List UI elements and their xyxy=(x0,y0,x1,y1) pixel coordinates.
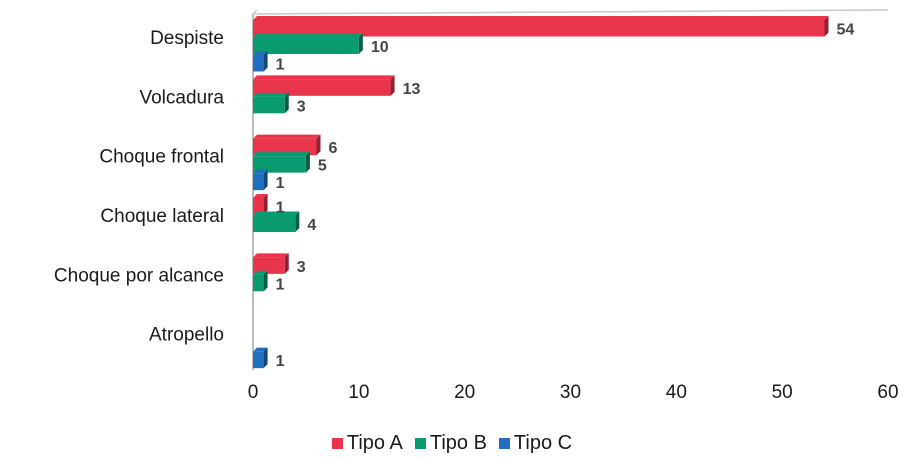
bar-side-choque-lateral-1 xyxy=(295,211,300,232)
category-label-atropello: Atropello xyxy=(149,325,224,346)
bar-side-choque-frontal-1 xyxy=(305,152,310,173)
data-label-despiste-1: 10 xyxy=(371,39,389,56)
x-tick-label-10: 10 xyxy=(348,382,369,403)
bar-side-volcadura-1 xyxy=(284,92,289,114)
bar-top-choque-por-alcance-0 xyxy=(253,253,289,258)
bar-top-choque-lateral-1 xyxy=(253,211,300,216)
category-label-choque-frontal: Choque frontal xyxy=(99,147,224,168)
x-tick-label-50: 50 xyxy=(772,382,793,403)
legend-swatch-tipo-b xyxy=(414,438,426,449)
bar-side-despiste-1 xyxy=(358,33,363,54)
category-label-volcadura: Volcadura xyxy=(139,87,224,108)
category-label-choque-lateral: Choque lateral xyxy=(100,206,224,227)
data-label-choque-lateral-1: 4 xyxy=(307,217,316,234)
legend-item-tipo-a: Tipo A xyxy=(331,432,403,455)
bar-choque-por-alcance-0 xyxy=(253,257,285,274)
data-label-volcadura-0: 13 xyxy=(403,81,421,98)
bar-volcadura-0 xyxy=(253,79,391,96)
bar-choque-lateral-1 xyxy=(253,215,296,232)
bar-despiste-1 xyxy=(253,37,359,54)
bar-side-choque-por-alcance-0 xyxy=(284,253,289,274)
bar-despiste-0 xyxy=(253,20,825,37)
bar-top-volcadura-1 xyxy=(253,92,289,97)
bar-top-choque-frontal-2 xyxy=(253,169,268,174)
legend-label-tipo-a: Tipo A xyxy=(346,432,403,454)
plot-top-edge xyxy=(252,9,889,15)
bar-choque-frontal-0 xyxy=(253,138,317,156)
bar-despiste-2 xyxy=(253,55,264,72)
category-label-choque-por-alcance: Choque por alcance xyxy=(54,265,224,286)
bar-side-volcadura-0 xyxy=(390,75,395,96)
bar-choque-frontal-2 xyxy=(253,173,264,191)
data-label-choque-por-alcance-0: 3 xyxy=(297,259,306,276)
bar-volcadura-1 xyxy=(253,96,285,114)
bar-top-despiste-2 xyxy=(253,51,268,55)
bar-side-choque-frontal-0 xyxy=(316,134,321,156)
legend-item-tipo-b: Tipo B xyxy=(414,432,487,455)
plot-corner-edge xyxy=(252,9,258,15)
x-tick-label-30: 30 xyxy=(560,382,581,403)
chart-axes: 0 10 20 30 40 50 60 xyxy=(248,9,899,403)
bar-top-despiste-0 xyxy=(253,16,829,20)
bar-side-despiste-0 xyxy=(824,16,829,37)
data-label-choque-frontal-2: 1 xyxy=(276,175,285,192)
bar-side-choque-lateral-0 xyxy=(263,194,268,215)
data-label-despiste-2: 1 xyxy=(276,57,285,74)
bar-top-atropello-2 xyxy=(253,347,268,352)
bar-choque-por-alcance-1 xyxy=(253,274,264,292)
bar-top-choque-lateral-0 xyxy=(253,194,268,198)
bar-top-choque-frontal-0 xyxy=(253,134,321,139)
data-label-choque-por-alcance-1: 1 xyxy=(276,276,285,293)
bar-top-choque-frontal-1 xyxy=(253,152,310,157)
legend-label-tipo-b: Tipo B xyxy=(429,432,487,454)
data-label-atropello-2: 1 xyxy=(276,353,285,370)
category-label-despiste: Despiste xyxy=(150,28,224,49)
legend-swatch-tipo-c xyxy=(498,438,510,449)
legend-label-tipo-c: Tipo C xyxy=(513,432,573,454)
x-tick-label-60: 60 xyxy=(877,382,898,403)
chart-legend: Tipo A Tipo B Tipo C xyxy=(0,432,904,455)
bar-atropello-2 xyxy=(253,351,264,369)
data-label-choque-lateral-0: 1 xyxy=(276,200,285,217)
bar-top-despiste-1 xyxy=(253,33,363,38)
x-tick-label-40: 40 xyxy=(666,382,687,403)
chart-bars xyxy=(253,16,829,369)
bar-side-atropello-2 xyxy=(263,347,268,369)
bar-side-choque-por-alcance-1 xyxy=(263,270,268,292)
bar-top-volcadura-0 xyxy=(253,75,395,80)
data-label-choque-frontal-1: 5 xyxy=(318,158,327,175)
bar-choque-lateral-0 xyxy=(253,198,264,215)
x-tick-label-20: 20 xyxy=(454,382,475,403)
bar-choque-frontal-1 xyxy=(253,156,306,173)
data-label-choque-frontal-0: 6 xyxy=(329,140,338,157)
legend-swatch-tipo-a xyxy=(331,438,343,449)
data-label-volcadura-1: 3 xyxy=(297,98,306,115)
bar-top-choque-por-alcance-1 xyxy=(253,270,268,275)
data-label-despiste-0: 54 xyxy=(837,22,855,39)
bar-side-choque-frontal-2 xyxy=(263,169,268,191)
legend-item-tipo-c: Tipo C xyxy=(498,432,573,455)
bar-side-despiste-2 xyxy=(263,51,268,72)
x-tick-label-0: 0 xyxy=(248,382,259,403)
